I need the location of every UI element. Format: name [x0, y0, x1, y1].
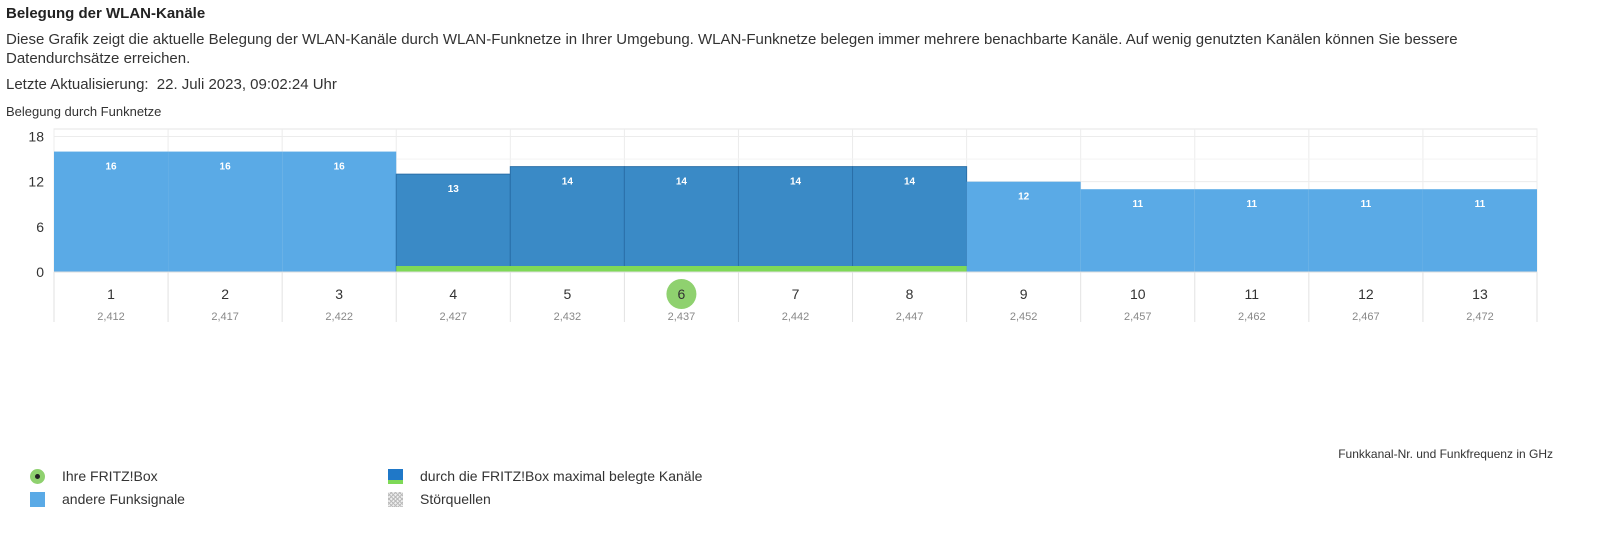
bar-channel-12	[1308, 189, 1423, 272]
bar-value-label: 11	[1247, 199, 1258, 210]
x-tick-channel: 6	[678, 286, 686, 302]
legend-other: andere Funksignale	[30, 491, 185, 507]
last-update: Letzte Aktualisierung: 22. Juli 2023, 09…	[6, 76, 337, 93]
x-tick-frequency: 2,412	[97, 311, 125, 323]
x-tick-channel: 11	[1245, 286, 1260, 302]
legend-fritzbox: Ihre FRITZ!Box	[30, 468, 158, 484]
bar-channel-5	[509, 166, 625, 273]
x-tick-frequency: 2,437	[668, 311, 696, 323]
x-tick-frequency: 2,417	[211, 311, 239, 323]
y-tick-label: 18	[28, 129, 44, 145]
x-tick-channel: 9	[1020, 286, 1028, 302]
x-tick-frequency: 2,467	[1352, 311, 1380, 323]
y-tick-label: 12	[28, 174, 44, 190]
legend-max-channels-label: durch die FRITZ!Box maximal belegte Kanä…	[420, 468, 703, 484]
page-description: Diese Grafik zeigt die aktuelle Belegung…	[6, 31, 1458, 67]
x-tick-frequency: 2,442	[782, 311, 810, 323]
x-tick-channel: 4	[449, 286, 457, 302]
x-tick-channel: 13	[1472, 286, 1488, 302]
legend-fritzbox-label: Ihre FRITZ!Box	[62, 468, 158, 484]
legend-noise-label: Störquellen	[420, 491, 491, 507]
bar-channel-6	[623, 166, 739, 273]
last-update-value: 22. Juli 2023, 09:02:24 Uhr	[156, 76, 337, 93]
bar-value-label: 16	[105, 162, 117, 173]
x-tick-frequency: 2,472	[1466, 311, 1494, 323]
x-tick-channel: 8	[906, 286, 914, 302]
x-tick-frequency: 2,457	[1124, 311, 1152, 323]
last-update-label: Letzte Aktualisierung:	[6, 76, 149, 93]
fritzbox-range-line	[396, 266, 967, 272]
bar-channel-1	[54, 151, 169, 272]
x-tick-channel: 3	[335, 286, 343, 302]
x-tick-channel: 10	[1130, 286, 1146, 302]
x-tick-frequency: 2,447	[896, 311, 924, 323]
bar-channel-9	[966, 181, 1081, 272]
fritzbox-dot-icon	[30, 468, 45, 484]
x-tick-channel: 5	[563, 286, 571, 302]
x-tick-channel: 7	[792, 286, 800, 302]
legend-other-label: andere Funksignale	[62, 491, 185, 507]
x-tick-channel: 12	[1358, 286, 1374, 302]
chart-title: Belegung durch Funknetze	[6, 104, 162, 119]
bar-value-label: 11	[1132, 199, 1143, 210]
y-tick-label: 0	[36, 264, 44, 280]
bar-value-label: 11	[1475, 199, 1486, 210]
x-tick-channel: 1	[107, 286, 115, 302]
bar-channel-11	[1194, 189, 1309, 272]
bar-value-label: 16	[220, 162, 232, 173]
x-axis-label: Funkkanal-Nr. und Funkfrequenz in GHz	[1338, 447, 1553, 461]
x-tick-frequency: 2,452	[1010, 311, 1038, 323]
bar-value-label: 14	[562, 177, 574, 188]
bar-channel-13	[1422, 189, 1537, 272]
bar-channel-7	[737, 166, 854, 273]
bar-channel-10	[1080, 189, 1195, 272]
bar-channel-3	[282, 151, 397, 272]
bar-channel-2	[168, 151, 283, 272]
bar-value-label: 12	[1018, 192, 1030, 203]
bar-value-label: 11	[1361, 199, 1372, 210]
x-tick-frequency: 2,422	[325, 311, 353, 323]
page-title: Belegung der WLAN-Kanäle	[6, 5, 206, 22]
bar-value-label: 16	[334, 162, 346, 173]
other-signal-swatch-icon	[30, 491, 45, 507]
legend-noise: Störquellen	[388, 491, 491, 507]
bar-channel-8	[852, 166, 968, 273]
x-tick-frequency: 2,427	[440, 311, 468, 323]
noise-swatch-icon	[388, 491, 403, 507]
max-channels-swatch-icon	[388, 468, 403, 484]
bar-value-label: 14	[790, 177, 802, 188]
legend-max-channels: durch die FRITZ!Box maximal belegte Kanä…	[388, 468, 702, 484]
x-tick-frequency: 2,462	[1238, 311, 1266, 323]
y-tick-label: 6	[36, 219, 44, 235]
bar-value-label: 14	[904, 177, 916, 188]
x-tick-frequency: 2,432	[554, 311, 582, 323]
fritzbox-channel-marker	[666, 279, 697, 309]
x-tick-channel: 2	[221, 286, 229, 302]
bar-value-label: 13	[448, 184, 460, 195]
bar-value-label: 14	[676, 177, 688, 188]
